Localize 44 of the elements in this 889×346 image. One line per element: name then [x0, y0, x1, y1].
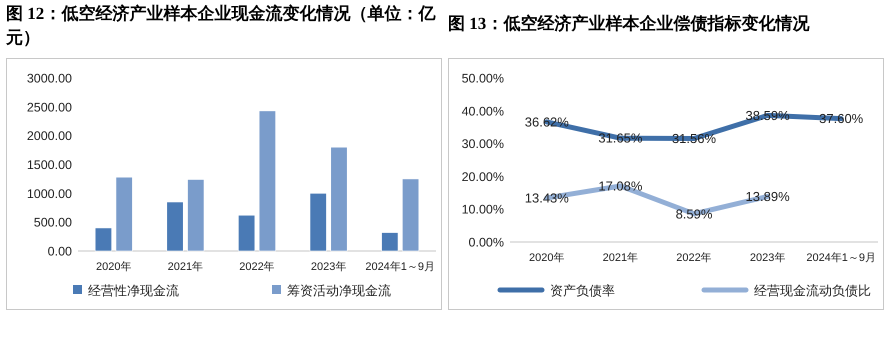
x-tick-label: 2021年 — [602, 252, 638, 264]
bar — [310, 193, 327, 252]
legend-label: 经营性净现金流 — [88, 283, 179, 298]
chart-title: 图 13：低空经济产业样本企业偿债指标变化情况 — [448, 13, 810, 35]
x-tick-label: 2022年 — [239, 261, 275, 273]
y-tick-label: 0.00 — [48, 244, 72, 258]
x-tick-label: 2020年 — [529, 252, 565, 264]
y-tick-label: 30.00% — [462, 137, 504, 152]
x-tick-label: 2022年 — [676, 252, 712, 264]
bar — [330, 146, 348, 252]
y-tick-label: 0.00% — [468, 236, 504, 250]
bar — [187, 179, 204, 252]
bar — [402, 178, 420, 252]
legend-label: 资产负债率 — [550, 283, 615, 298]
data-label: 17.08% — [598, 178, 643, 194]
x-tick-label: 2023年 — [750, 252, 786, 264]
bar — [258, 110, 276, 252]
x-tick-label: 2021年 — [168, 261, 204, 273]
bar — [166, 202, 184, 252]
x-tick-label: 2020年 — [96, 261, 132, 273]
x-tick-label: 2024年1～9月 — [806, 252, 876, 264]
x-tick-label: 2024年1～9月 — [365, 261, 436, 273]
y-tick-label: 2000.00 — [26, 129, 72, 144]
y-tick-label: 1500.00 — [26, 158, 72, 172]
chart-title: 图 12：低空经济产业样本企业现金流变化情况（单位：亿元） — [6, 3, 436, 49]
y-tick-label: 10.00% — [462, 202, 504, 217]
data-label: 37.60% — [819, 111, 864, 126]
data-label: 8.59% — [676, 206, 713, 222]
bar — [381, 232, 398, 252]
y-tick-label: 1000.00 — [26, 186, 72, 201]
legend-label: 经营现金流动负债比 — [754, 283, 871, 298]
data-label: 13.89% — [746, 188, 790, 204]
y-tick-label: 3000.00 — [26, 72, 72, 86]
x-tick-label: 2023年 — [310, 261, 346, 273]
y-tick-label: 50.00% — [462, 72, 504, 86]
bar — [94, 228, 112, 252]
bar — [116, 176, 133, 252]
y-tick-label: 2500.00 — [26, 100, 72, 114]
y-tick-label: 40.00% — [462, 104, 504, 118]
y-tick-label: 500.00 — [34, 216, 72, 230]
legend-label: 筹资活动净现金流 — [287, 283, 391, 298]
data-label: 13.43% — [524, 190, 570, 206]
y-tick-label: 20.00% — [462, 170, 504, 184]
bar — [238, 214, 256, 252]
